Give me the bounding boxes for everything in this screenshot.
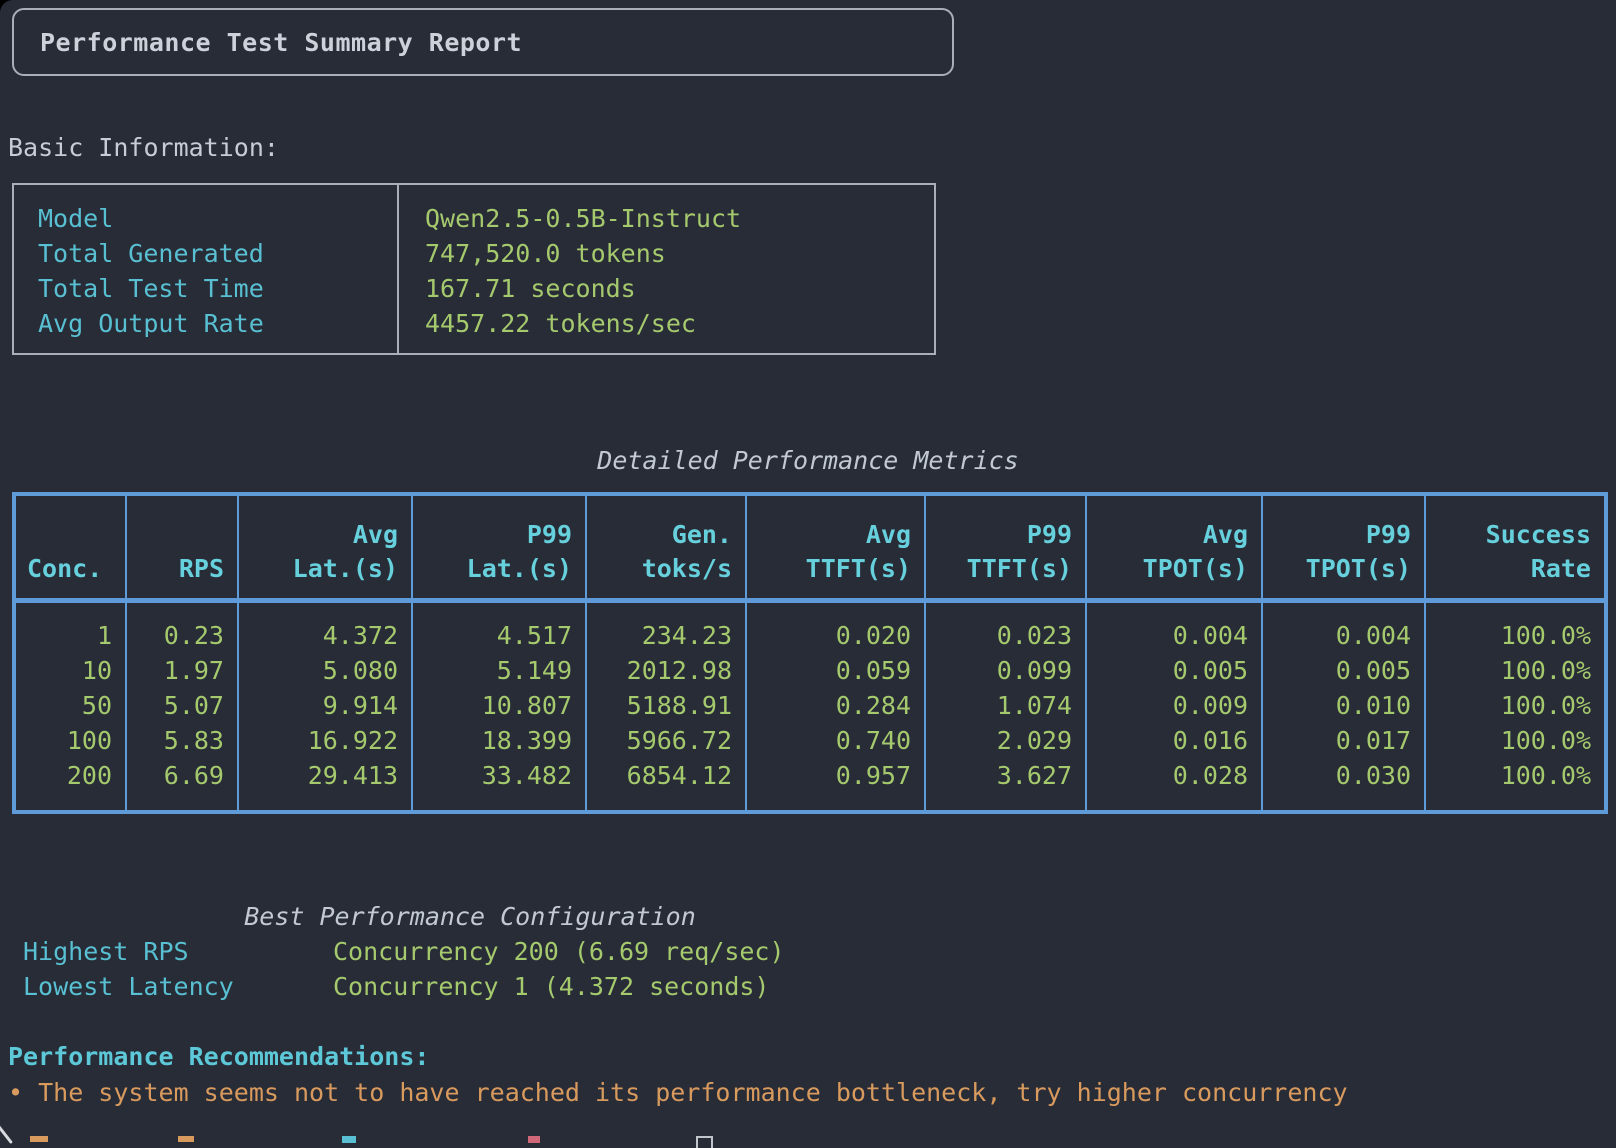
best-config-title: Best Performance Configuration: [0, 902, 940, 931]
metrics-table-title: Detailed Performance Metrics: [12, 446, 1604, 475]
info-value-generated: 747,520.0 tokens: [425, 236, 934, 271]
table-row: 505.079.91410.8075188.910.2841.0740.0090…: [14, 688, 1606, 723]
basic-info-table: Model Total Generated Total Test Time Av…: [12, 183, 936, 355]
recommendations-heading: Performance Recommendations:: [8, 1042, 429, 1071]
info-value-model: Qwen2.5-0.5B-Instruct: [425, 201, 934, 236]
metrics-table: Conc. RPS AvgLat.(s) P99Lat.(s) Gen.toks…: [12, 492, 1608, 814]
col-header-success-rate: SuccessRate: [1425, 494, 1606, 601]
report-title-box: Performance Test Summary Report: [12, 8, 954, 76]
basic-info-heading: Basic Information:: [8, 133, 279, 162]
col-header-p99-ttft: P99TTFT(s): [925, 494, 1086, 601]
basic-info-labels: Model Total Generated Total Test Time Av…: [14, 185, 399, 353]
clipped-text-fragment: [528, 1136, 540, 1143]
info-value-outputrate: 4457.22 tokens/sec: [425, 306, 934, 341]
table-row: 1005.8316.92218.3995966.720.7402.0290.01…: [14, 723, 1606, 758]
col-header-avg-ttft: AvgTTFT(s): [746, 494, 925, 601]
table-row: 10.234.3724.517234.230.0200.0230.0040.00…: [14, 601, 1606, 654]
clipped-text-fragment: [342, 1136, 356, 1143]
recommendation-item: • The system seems not to have reached i…: [8, 1078, 1348, 1107]
col-header-avg-lat: AvgLat.(s): [238, 494, 412, 601]
info-label-outputrate: Avg Output Rate: [38, 306, 397, 341]
best-config-label-lowest-latency: Lowest Latency: [23, 972, 234, 1001]
best-config-label-highest-rps: Highest RPS: [23, 937, 189, 966]
col-header-conc: Conc.: [14, 494, 126, 601]
best-config-value-lowest-latency: Concurrency 1 (4.372 seconds): [333, 972, 770, 1001]
col-header-p99-tpot: P99TPOT(s): [1262, 494, 1425, 601]
col-header-p99-lat: P99Lat.(s): [412, 494, 586, 601]
terminal-screen[interactable]: Performance Test Summary Report Basic In…: [0, 0, 1616, 1148]
info-value-testtime: 167.71 seconds: [425, 271, 934, 306]
basic-info-values: Qwen2.5-0.5B-Instruct 747,520.0 tokens 1…: [399, 185, 934, 353]
col-header-rps: RPS: [126, 494, 238, 601]
info-label-model: Model: [38, 201, 397, 236]
table-row: 2006.6929.41333.4826854.120.9573.6270.02…: [14, 758, 1606, 812]
col-header-avg-tpot: AvgTPOT(s): [1086, 494, 1262, 601]
metrics-header-row: Conc. RPS AvgLat.(s) P99Lat.(s) Gen.toks…: [14, 494, 1606, 601]
info-label-generated: Total Generated: [38, 236, 397, 271]
clipped-output-line: [0, 1136, 1616, 1148]
terminal-cursor[interactable]: [696, 1136, 713, 1148]
report-title: Performance Test Summary Report: [40, 28, 522, 57]
info-label-testtime: Total Test Time: [38, 271, 397, 306]
best-config-value-highest-rps: Concurrency 200 (6.69 req/sec): [333, 937, 785, 966]
clipped-text-fragment: [30, 1136, 48, 1142]
table-row: 101.975.0805.1492012.980.0590.0990.0050.…: [14, 653, 1606, 688]
clipped-text-fragment: [178, 1136, 194, 1142]
col-header-gen-toks: Gen.toks/s: [586, 494, 746, 601]
